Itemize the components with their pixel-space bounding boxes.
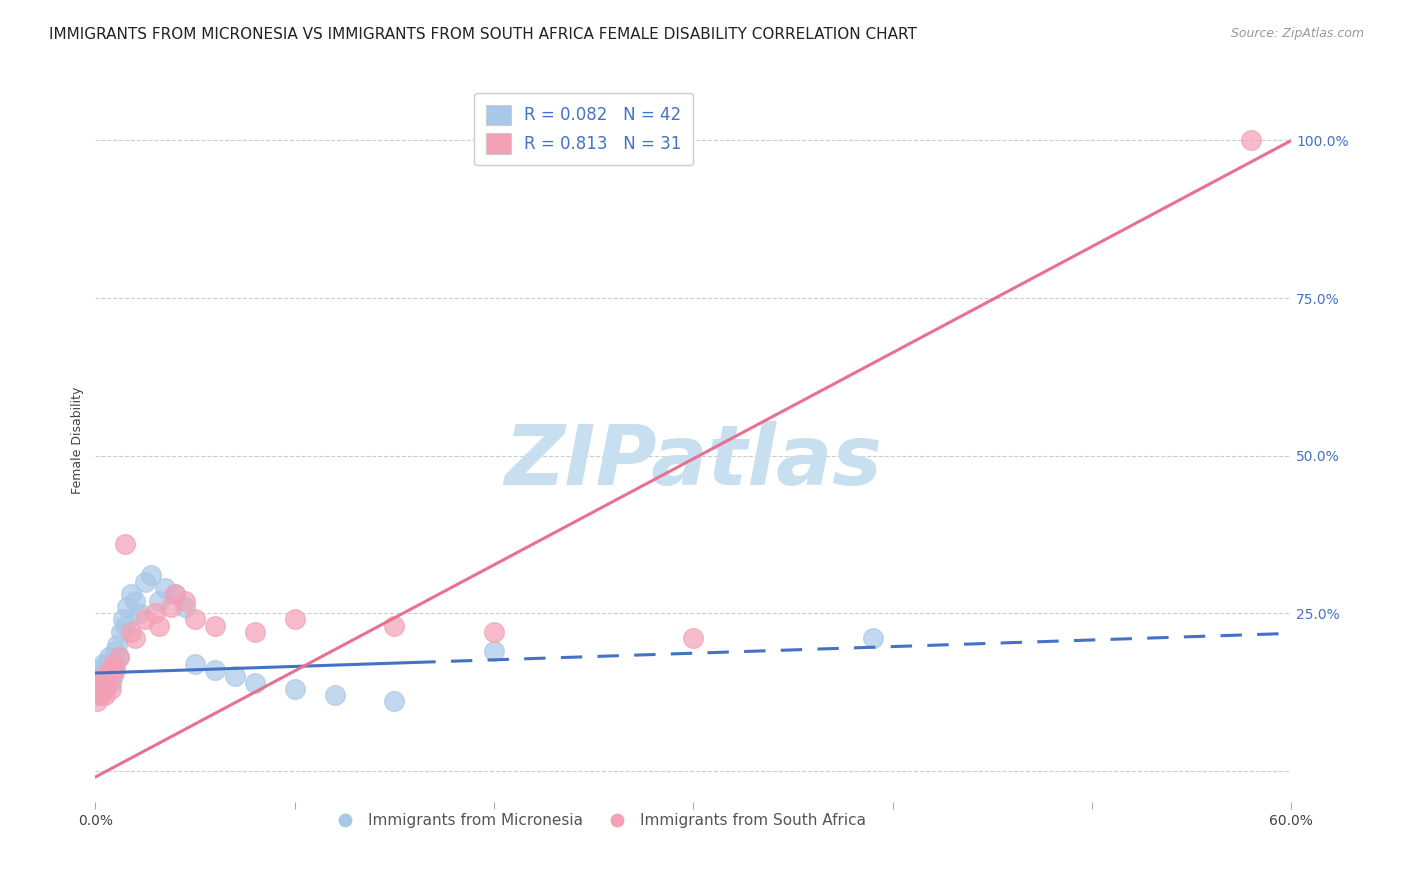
Point xyxy=(482,644,505,658)
Point xyxy=(86,694,108,708)
Point xyxy=(104,657,127,671)
Text: ZIPatlas: ZIPatlas xyxy=(505,421,883,502)
Point xyxy=(98,669,121,683)
Point xyxy=(94,663,117,677)
Point xyxy=(482,625,505,640)
Point xyxy=(112,612,135,626)
Point xyxy=(243,675,266,690)
Point xyxy=(862,632,884,646)
Point xyxy=(94,681,117,696)
Point xyxy=(91,675,114,690)
Point xyxy=(124,593,146,607)
Point xyxy=(224,669,246,683)
Point xyxy=(104,663,127,677)
Point xyxy=(103,657,125,671)
Text: Source: ZipAtlas.com: Source: ZipAtlas.com xyxy=(1230,27,1364,40)
Point xyxy=(141,568,163,582)
Point xyxy=(90,688,112,702)
Point xyxy=(86,681,108,696)
Point xyxy=(120,625,142,640)
Point xyxy=(124,632,146,646)
Point xyxy=(100,669,122,683)
Point xyxy=(148,593,170,607)
Legend: Immigrants from Micronesia, Immigrants from South Africa: Immigrants from Micronesia, Immigrants f… xyxy=(323,807,872,835)
Point xyxy=(160,599,183,614)
Point xyxy=(100,675,122,690)
Point xyxy=(98,650,121,665)
Point xyxy=(120,587,142,601)
Point xyxy=(165,587,187,601)
Point xyxy=(94,669,117,683)
Point xyxy=(243,625,266,640)
Point xyxy=(204,619,226,633)
Point xyxy=(89,663,111,677)
Point xyxy=(90,688,112,702)
Point xyxy=(1240,133,1263,147)
Point xyxy=(100,663,122,677)
Point xyxy=(91,681,114,696)
Y-axis label: Female Disability: Female Disability xyxy=(72,386,84,493)
Point xyxy=(382,694,405,708)
Point xyxy=(103,669,125,683)
Point xyxy=(104,644,127,658)
Point xyxy=(184,612,207,626)
Text: IMMIGRANTS FROM MICRONESIA VS IMMIGRANTS FROM SOUTH AFRICA FEMALE DISABILITY COR: IMMIGRANTS FROM MICRONESIA VS IMMIGRANTS… xyxy=(49,27,917,42)
Point xyxy=(94,688,117,702)
Point xyxy=(89,681,111,696)
Point xyxy=(143,606,166,620)
Point xyxy=(96,657,118,671)
Point xyxy=(174,599,197,614)
Point xyxy=(108,650,131,665)
Point xyxy=(114,537,136,551)
Point xyxy=(110,625,132,640)
Point xyxy=(682,632,704,646)
Point xyxy=(96,675,118,690)
Point xyxy=(284,612,307,626)
Point xyxy=(89,675,111,690)
Point xyxy=(90,675,112,690)
Point xyxy=(114,619,136,633)
Point xyxy=(323,688,346,702)
Point xyxy=(153,581,176,595)
Point xyxy=(148,619,170,633)
Point xyxy=(108,650,131,665)
Point xyxy=(184,657,207,671)
Point xyxy=(128,606,150,620)
Point xyxy=(174,593,197,607)
Point xyxy=(165,587,187,601)
Point xyxy=(90,669,112,683)
Point xyxy=(96,675,118,690)
Point xyxy=(134,574,156,589)
Point xyxy=(382,619,405,633)
Point xyxy=(100,681,122,696)
Point xyxy=(284,681,307,696)
Point xyxy=(117,599,139,614)
Point xyxy=(134,612,156,626)
Point xyxy=(105,638,128,652)
Point xyxy=(91,657,114,671)
Point xyxy=(98,663,121,677)
Point xyxy=(204,663,226,677)
